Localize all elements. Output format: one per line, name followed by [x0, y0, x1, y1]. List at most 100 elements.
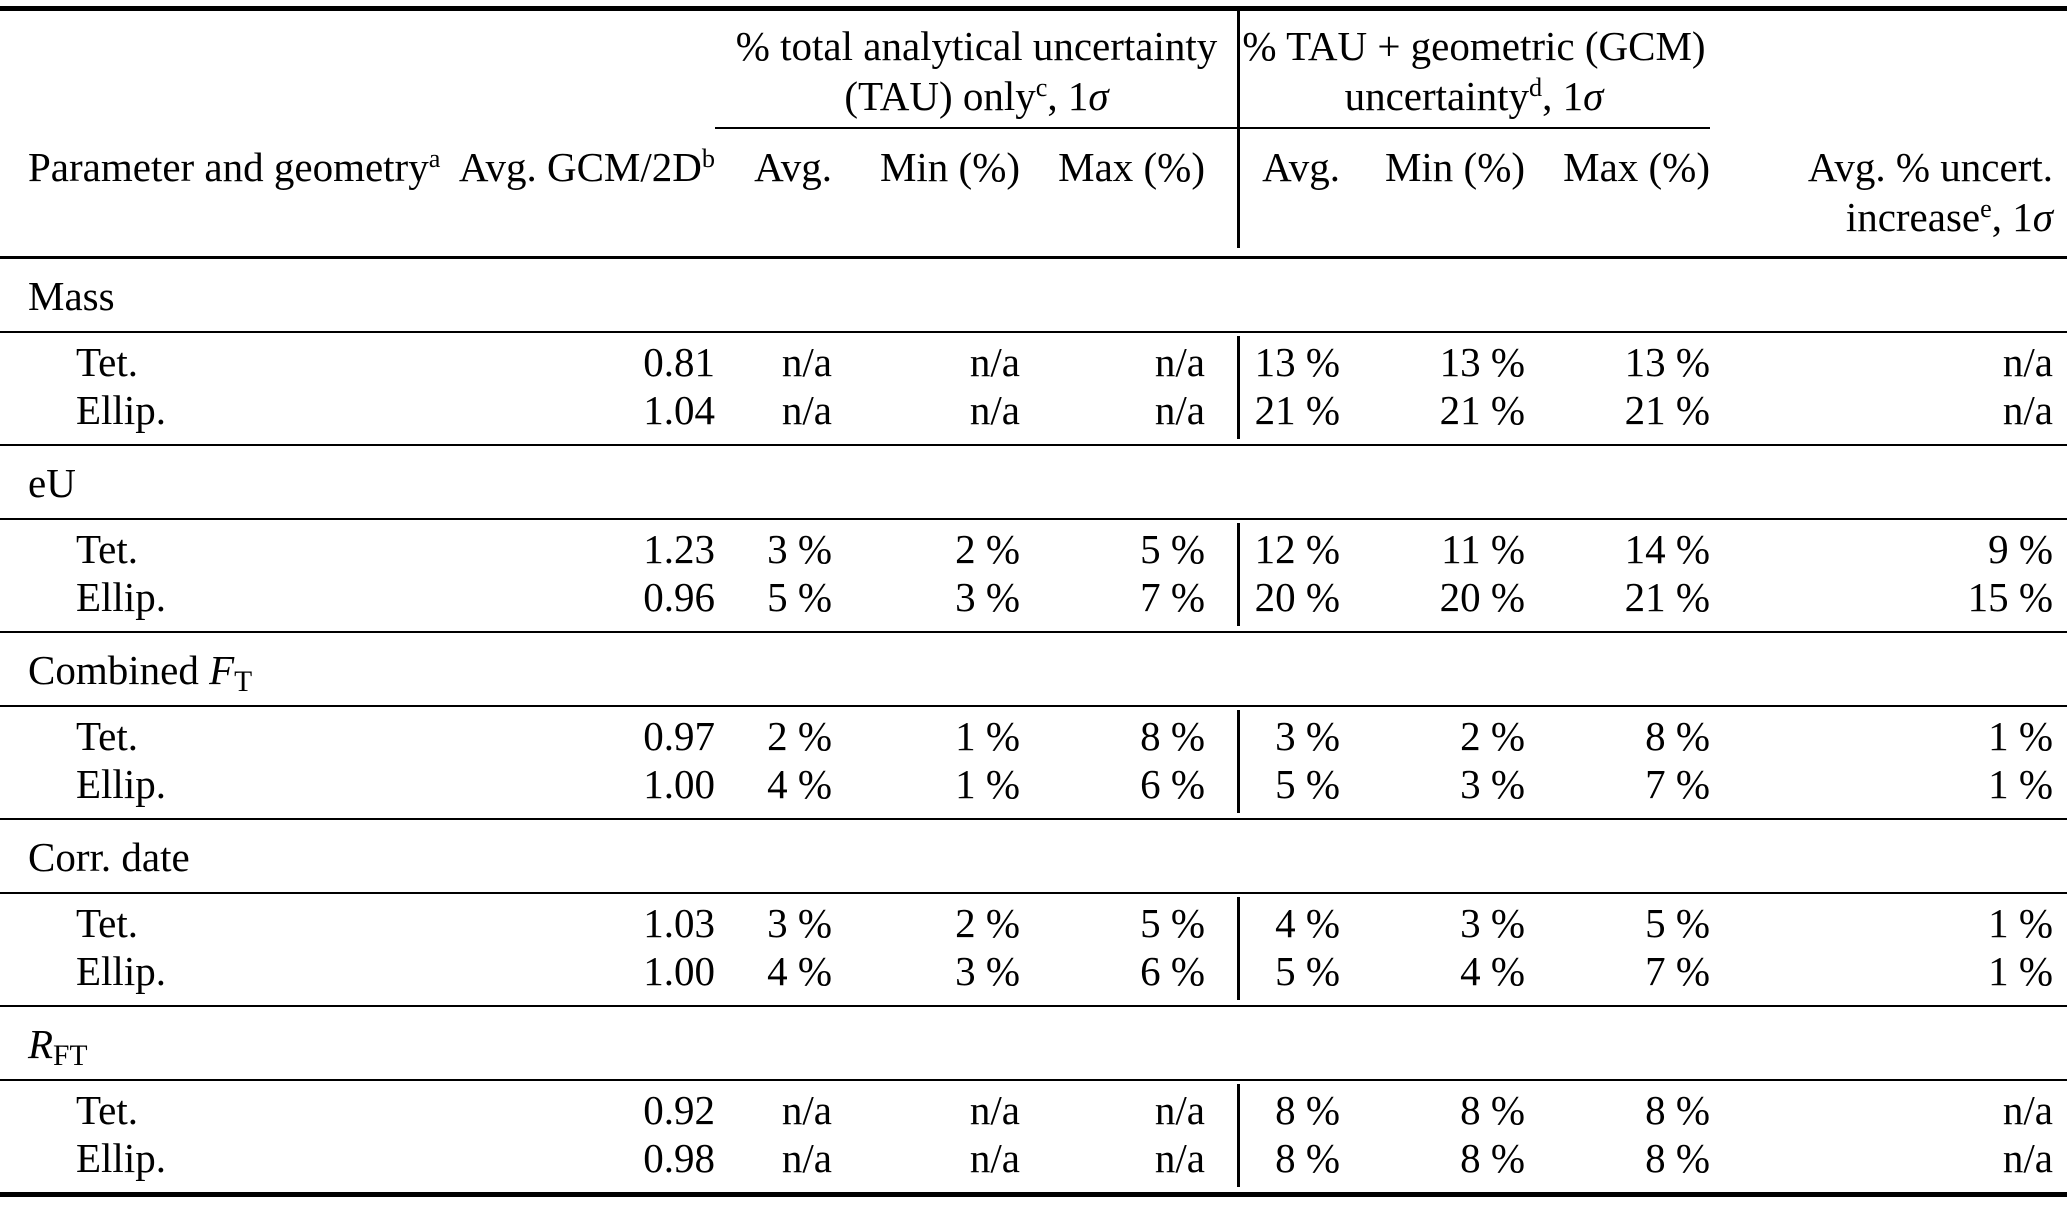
- cell-tau-min: n/a: [969, 1135, 1020, 1181]
- section-data: Tet. 1.23 3 % 2 % 5 % 12 % 11 % 14 % 9 %…: [0, 520, 2067, 633]
- cell-uncert-increase: n/a: [2002, 387, 2053, 433]
- cell-geometry: Ellip.: [76, 761, 166, 807]
- cell-tau-avg: 3 %: [767, 526, 832, 572]
- cell-geometry: Tet.: [76, 1087, 139, 1133]
- cell-tau-min: n/a: [969, 1087, 1020, 1133]
- cell-avg-gcm-2d: 0.96: [643, 574, 715, 620]
- cell-gcm-avg: 5 %: [1275, 948, 1340, 994]
- col-header-uncert-increase: Avg. % uncert. increasee, 1σ: [1807, 144, 2053, 240]
- cell-geometry: Ellip.: [76, 387, 166, 433]
- section-mass: Mass Tet. 0.81 n/a n/a n/a 13 % 13 % 13 …: [0, 259, 2067, 446]
- footnote-e: e: [1980, 194, 1992, 223]
- cell-gcm-min: 20 %: [1439, 574, 1525, 620]
- cell-tau-max: 6 %: [1140, 948, 1205, 994]
- cell-avg-gcm-2d: 0.97: [643, 713, 715, 759]
- cell-avg-gcm-2d: 1.00: [643, 761, 715, 807]
- cell-tau-min: 1 %: [955, 713, 1020, 759]
- footnote-d: d: [1529, 73, 1543, 102]
- tau-gcm-group-line1: % TAU + geometric (GCM): [1242, 23, 1706, 69]
- col-header-gcm2d: Avg. GCM/2Db: [458, 144, 715, 190]
- cell-tau-max: 6 %: [1140, 761, 1205, 807]
- cell-gcm-max: 7 %: [1645, 761, 1710, 807]
- cell-tau-avg: 3 %: [767, 900, 832, 946]
- cell-gcm-avg: 21 %: [1254, 387, 1340, 433]
- math-subscript: T: [234, 666, 253, 698]
- cell-tau-min: 1 %: [955, 761, 1020, 807]
- cell-geometry: Tet.: [76, 713, 139, 759]
- cell-gcm-avg: 13 %: [1254, 339, 1340, 385]
- cell-gcm-avg: 12 %: [1254, 526, 1340, 572]
- cell-gcm-min: 8 %: [1460, 1087, 1525, 1133]
- cell-uncert-increase: 15 %: [1967, 574, 2053, 620]
- sigma-symbol: σ: [1088, 73, 1109, 119]
- cell-tau-max: 8 %: [1140, 713, 1205, 759]
- cell-tau-min: 3 %: [955, 574, 1020, 620]
- section-label: Combined FT: [28, 647, 253, 698]
- math-symbol-f: F: [209, 647, 235, 693]
- cell-gcm-min: 11 %: [1441, 526, 1525, 572]
- cell-gcm-avg: 5 %: [1275, 761, 1340, 807]
- section-data: Tet. 0.92 n/a n/a n/a 8 % 8 % 8 % n/a El…: [0, 1081, 2067, 1192]
- column-group-divider: [1237, 710, 1240, 813]
- cell-tau-avg: n/a: [781, 1135, 832, 1181]
- cell-tau-min: 3 %: [955, 948, 1020, 994]
- cell-tau-min: n/a: [969, 339, 1020, 385]
- cell-tau-max: n/a: [1154, 1135, 1205, 1181]
- cell-avg-gcm-2d: 1.04: [643, 387, 715, 433]
- section-data: Tet. 1.03 3 % 2 % 5 % 4 % 3 % 5 % 1 % El…: [0, 894, 2067, 1007]
- math-symbol-r: R: [28, 1021, 54, 1067]
- cell-geometry: Tet.: [76, 339, 139, 385]
- cell-avg-gcm-2d: 0.92: [643, 1087, 715, 1133]
- section-corr-date: Corr. date Tet. 1.03 3 % 2 % 5 % 4 % 3 %…: [0, 820, 2067, 1007]
- cell-gcm-max: 5 %: [1645, 900, 1710, 946]
- section-data: Tet. 0.81 n/a n/a n/a 13 % 13 % 13 % n/a…: [0, 333, 2067, 446]
- footnote-a: a: [428, 144, 441, 173]
- cell-avg-gcm-2d: 1.23: [643, 526, 715, 572]
- section-label: Corr. date: [28, 834, 190, 880]
- sigma-symbol: σ: [1583, 73, 1604, 119]
- cell-geometry: Tet.: [76, 900, 139, 946]
- cell-gcm-min: 21 %: [1439, 387, 1525, 433]
- col-header-tau-max: Max (%): [1058, 144, 1205, 190]
- cell-geometry: Tet.: [76, 526, 139, 572]
- cell-tau-max: n/a: [1154, 1087, 1205, 1133]
- cell-gcm-avg: 4 %: [1275, 900, 1340, 946]
- cell-uncert-increase: n/a: [2002, 1135, 2053, 1181]
- cell-tau-max: n/a: [1154, 339, 1205, 385]
- section-label: Mass: [28, 273, 115, 319]
- cell-tau-avg: 2 %: [767, 713, 832, 759]
- cell-gcm-min: 2 %: [1460, 713, 1525, 759]
- cell-geometry: Ellip.: [76, 948, 166, 994]
- col-header-parameter: Parameter and geometrya: [28, 144, 441, 190]
- cell-gcm-max: 8 %: [1645, 1135, 1710, 1181]
- cell-uncert-increase: 1 %: [1988, 761, 2053, 807]
- cell-gcm-min: 3 %: [1460, 761, 1525, 807]
- table-row: Ellip. 0.96 5 % 3 % 7 % 20 % 20 % 21 % 1…: [0, 573, 2067, 621]
- cell-gcm-avg: 3 %: [1275, 713, 1340, 759]
- cell-tau-avg: n/a: [781, 339, 832, 385]
- section-combined-ft: Combined FT Tet. 0.97 2 % 1 % 8 % 3 % 2 …: [0, 633, 2067, 820]
- cell-gcm-max: 8 %: [1645, 713, 1710, 759]
- column-group-divider: [1237, 11, 1240, 248]
- cell-gcm-min: 4 %: [1460, 948, 1525, 994]
- table-header: % total analytical uncertainty (TAU) onl…: [0, 11, 2067, 259]
- col-header-gcm-max: Max (%): [1563, 144, 1710, 190]
- uncertainty-table: % total analytical uncertainty (TAU) onl…: [0, 6, 2067, 1197]
- column-group-divider: [1237, 336, 1240, 439]
- cell-tau-max: 7 %: [1140, 574, 1205, 620]
- section-label-row: Corr. date: [0, 820, 2067, 894]
- cell-uncert-increase: n/a: [2002, 339, 2053, 385]
- cell-tau-max: n/a: [1154, 387, 1205, 433]
- column-group-divider: [1237, 897, 1240, 1000]
- cell-gcm-max: 21 %: [1624, 387, 1710, 433]
- section-data: Tet. 0.97 2 % 1 % 8 % 3 % 2 % 8 % 1 % El…: [0, 707, 2067, 820]
- math-subscript: FT: [53, 1040, 88, 1072]
- cell-tau-avg: n/a: [781, 387, 832, 433]
- col-header-tau-min: Min (%): [879, 144, 1020, 190]
- section-label-row: RFT: [0, 1007, 2067, 1081]
- cell-geometry: Ellip.: [76, 1135, 166, 1181]
- tau-gcm-group-header: % TAU + geometric (GCM) uncertaintyd, 1σ: [1238, 21, 1710, 129]
- tau-gcm-group-line2: uncertaintyd, 1σ: [1344, 73, 1604, 119]
- cell-geometry: Ellip.: [76, 574, 166, 620]
- footnote-b: b: [701, 144, 715, 173]
